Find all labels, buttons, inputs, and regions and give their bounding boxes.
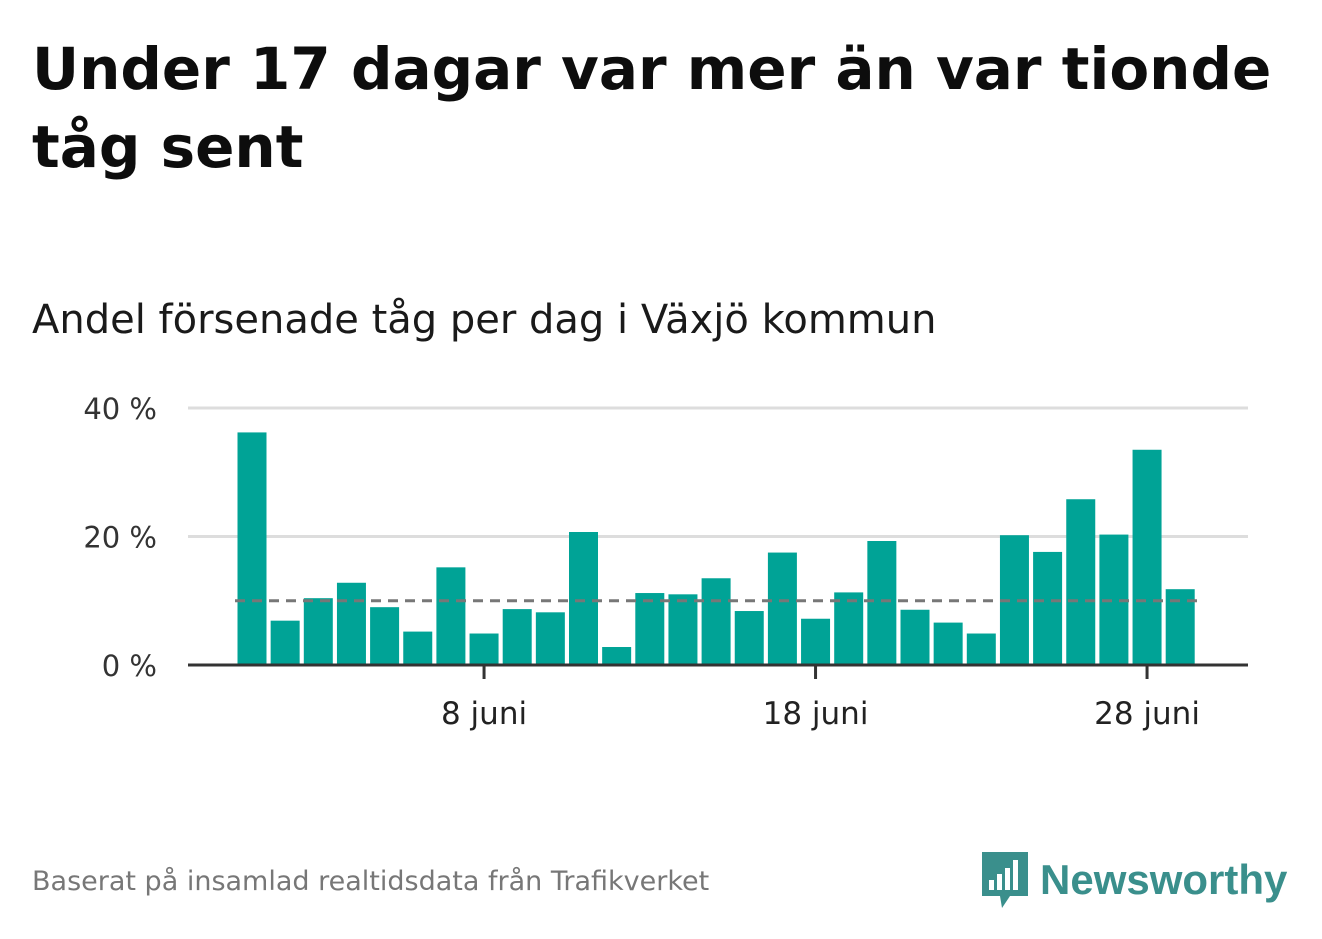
chart-title: Under 17 dagar var mer än var tionde tåg… [32, 35, 1272, 181]
bar [767, 552, 797, 665]
y-tick-label: 0 % [102, 649, 157, 683]
bar [569, 532, 598, 665]
bar [336, 582, 366, 665]
bar [502, 609, 532, 665]
y-tick-label: 20 % [83, 521, 157, 555]
bar [834, 592, 864, 665]
bar [1066, 499, 1096, 665]
bar [469, 633, 499, 665]
axes: 0 % 20 % 40 % 8 juni 18 juni 28 juni [83, 392, 1248, 732]
bar [1132, 449, 1162, 665]
bar [867, 540, 897, 665]
bar [734, 611, 764, 665]
bar-chart: 0 % 20 % 40 % 8 juni 18 juni 28 juni [83, 392, 1248, 732]
bar [535, 612, 565, 665]
chart-subtitle: Andel försenade tåg per dag i Växjö komm… [32, 297, 937, 343]
bar [635, 593, 665, 665]
bar [701, 578, 731, 665]
bars [237, 432, 1195, 665]
bar [668, 594, 698, 665]
bar [602, 647, 632, 665]
newsworthy-bars-icon [982, 852, 1028, 908]
newsworthy-logo[interactable]: Newsworthy [980, 850, 1287, 910]
brand-name: Newsworthy [1040, 856, 1288, 903]
x-tick-label: 28 juni [1094, 696, 1200, 732]
x-tick-label: 18 juni [763, 696, 869, 732]
bar [370, 607, 400, 665]
source-footer: Baserat på insamlad realtidsdata från Tr… [32, 866, 710, 897]
bar [1033, 551, 1063, 665]
bar [966, 633, 996, 665]
bar [403, 631, 433, 665]
y-tick-label: 40 % [83, 392, 157, 426]
bar [436, 567, 466, 665]
bar [303, 598, 333, 665]
bar [933, 622, 963, 665]
bar [270, 620, 300, 665]
x-tick-label: 8 juni [441, 696, 527, 732]
bar [801, 618, 831, 665]
bar [237, 432, 267, 665]
bar [900, 609, 930, 665]
